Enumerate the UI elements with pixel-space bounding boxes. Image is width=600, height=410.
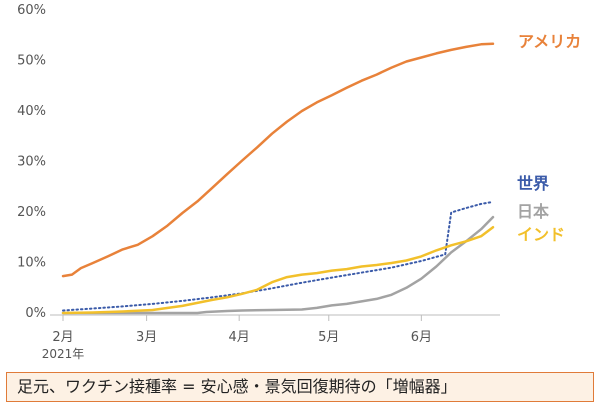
caption-text: 足元、ワクチン接種率 = 安心感・景気回復期待の「増幅器」 bbox=[17, 377, 457, 396]
y-tick-label: 10% bbox=[17, 256, 46, 271]
series-label: 日本 bbox=[517, 202, 549, 221]
y-tick-label: 30% bbox=[17, 155, 46, 170]
x-tick-label: 2月 bbox=[52, 330, 73, 345]
y-tick-label: 20% bbox=[17, 205, 46, 220]
x-tick-label: 5月 bbox=[318, 330, 339, 345]
caption-box: 足元、ワクチン接種率 = 安心感・景気回復期待の「増幅器」 bbox=[6, 372, 594, 402]
series-line bbox=[61, 225, 495, 315]
x-tick-label: 3月 bbox=[136, 330, 157, 345]
y-tick-label: 0% bbox=[25, 306, 46, 321]
x-year-label: 2021年 bbox=[42, 347, 85, 361]
series-line bbox=[61, 42, 495, 278]
series-label: アメリカ bbox=[518, 32, 581, 51]
series-line bbox=[62, 200, 494, 312]
y-tick-label: 40% bbox=[17, 104, 46, 119]
series-line bbox=[61, 215, 495, 315]
series-label: インド bbox=[517, 225, 565, 244]
x-tick-label: 4月 bbox=[229, 330, 250, 345]
y-tick-label: 60% bbox=[17, 3, 46, 18]
x-tick-label: 6月 bbox=[411, 330, 432, 345]
chart-area: 0% 10% 20% 30% 40% 50% 60% 2月 3月 4月 5月 6月 2021年 アメリカ世… bbox=[17, 3, 581, 361]
series-label: 世界 bbox=[517, 174, 549, 193]
y-tick-label: 50% bbox=[17, 54, 46, 69]
